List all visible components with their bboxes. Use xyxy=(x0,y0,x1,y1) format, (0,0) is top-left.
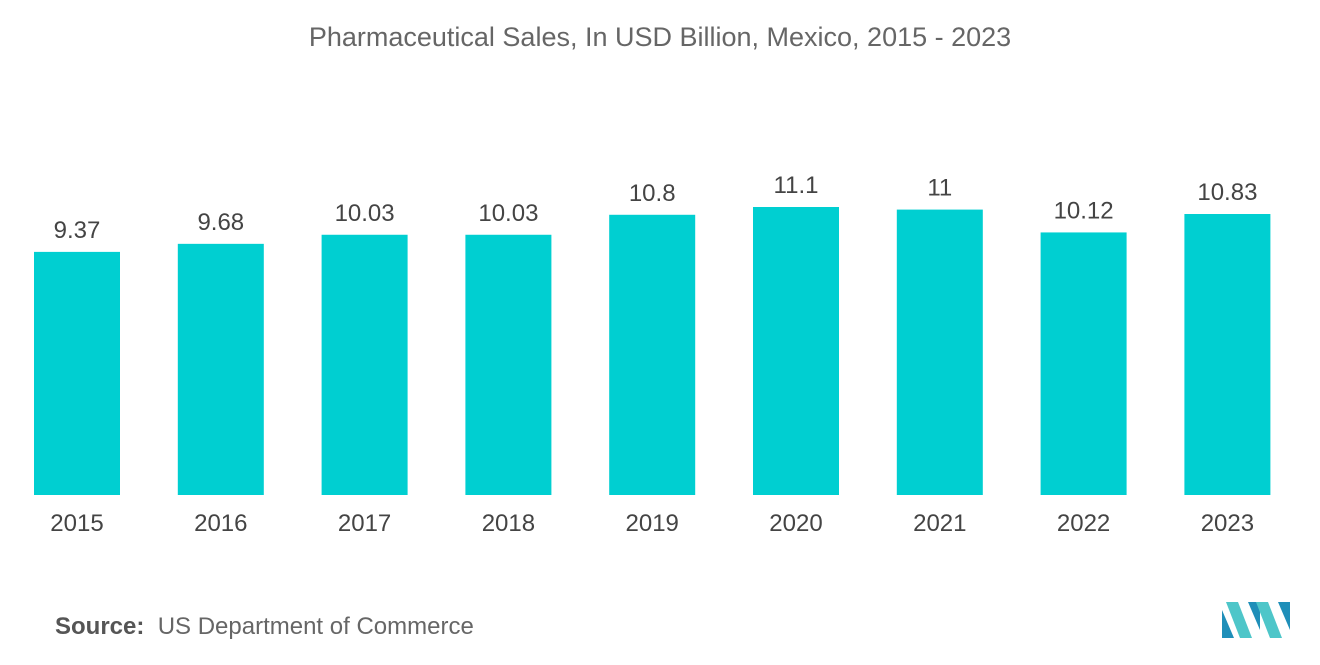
bar-2023 xyxy=(1184,214,1271,495)
data-label-2019: 10.8 xyxy=(629,180,676,207)
bar-2018 xyxy=(465,234,552,496)
data-label-2016: 9.68 xyxy=(197,209,244,236)
mordor-intelligence-logo-icon xyxy=(1222,602,1290,638)
x-tick-2016: 2016 xyxy=(194,510,247,537)
source-text: US Department of Commerce xyxy=(157,613,474,640)
x-tick-2023: 2023 xyxy=(1201,510,1254,537)
data-label-2022: 10.12 xyxy=(1054,197,1114,224)
x-tick-2017: 2017 xyxy=(338,510,391,537)
x-tick-2018: 2018 xyxy=(482,510,535,537)
bar-2020 xyxy=(753,207,839,495)
x-tick-2015: 2015 xyxy=(50,510,103,537)
bar-2019 xyxy=(609,214,696,495)
data-label-2023: 10.83 xyxy=(1197,179,1257,206)
bar-2017 xyxy=(321,234,408,496)
x-tick-2019: 2019 xyxy=(626,510,679,537)
bar-2021 xyxy=(896,209,983,495)
source-label: Source: xyxy=(55,613,145,640)
x-tick-2021: 2021 xyxy=(913,510,966,537)
data-label-2018: 10.03 xyxy=(478,200,538,227)
data-label-2020: 11.1 xyxy=(774,172,819,199)
bar-2022 xyxy=(1040,232,1127,495)
data-label-2017: 10.03 xyxy=(335,200,395,227)
x-tick-2022: 2022 xyxy=(1057,510,1110,537)
data-label-2021: 11 xyxy=(927,175,952,202)
source-note: Source: US Department of Commerce xyxy=(55,613,474,641)
x-tick-2020: 2020 xyxy=(769,510,822,537)
bar-2016 xyxy=(177,243,264,495)
chart-title: Pharmaceutical Sales, In USD Billion, Me… xyxy=(308,22,1012,52)
bar-2015 xyxy=(34,251,120,495)
data-label-2015: 9.37 xyxy=(54,217,101,244)
